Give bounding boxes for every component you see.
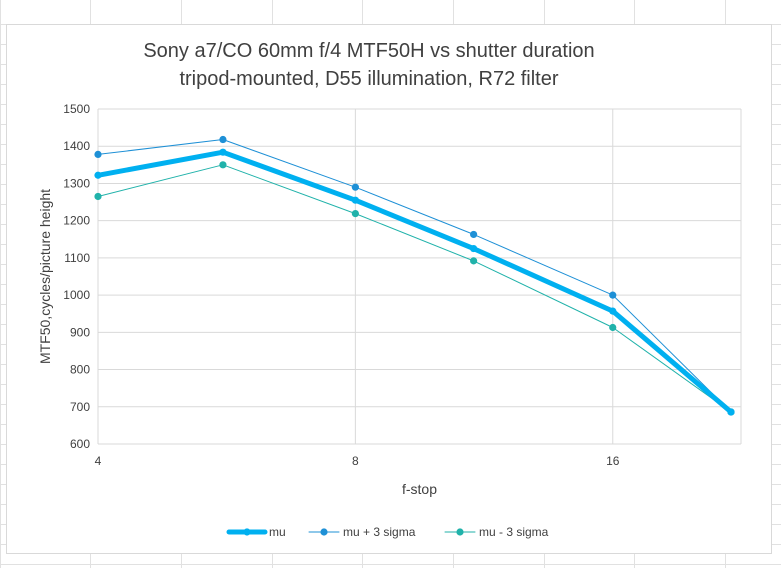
- legend-swatch-marker: [320, 528, 328, 536]
- y-tick-label: 700: [70, 400, 90, 414]
- data-point: [351, 209, 359, 218]
- data-point: [609, 323, 617, 332]
- legend-label: mu + 3 sigma: [343, 525, 416, 539]
- data-point: [351, 183, 359, 191]
- series-line: [95, 149, 734, 415]
- legend-swatch-marker: [456, 528, 464, 536]
- legend-label: mu: [269, 525, 286, 539]
- data-point: [219, 135, 227, 144]
- y-tick-label: 1300: [63, 176, 90, 190]
- data-point: [219, 148, 227, 156]
- legend-swatch-marker: [243, 528, 251, 536]
- x-axis-title: f-stop: [402, 481, 437, 497]
- data-point: [609, 307, 617, 315]
- y-axis-title: MTF50,cycles/picture height: [37, 189, 53, 364]
- chart-title: tripod-mounted, D55 illumination, R72 fi…: [179, 68, 558, 90]
- series-line: [97, 164, 732, 413]
- data-point: [470, 244, 478, 253]
- y-tick-label: 1400: [63, 139, 90, 153]
- x-tick-label: 8: [352, 454, 359, 468]
- y-tick-label: 1200: [63, 214, 90, 228]
- x-tick-label: 4: [95, 454, 102, 468]
- series-line: [97, 139, 732, 413]
- data-point: [727, 408, 735, 416]
- y-tick-label: 1500: [63, 102, 90, 116]
- y-tick-label: 1000: [63, 288, 90, 302]
- chart-area[interactable]: 600 700 800 900 1000 1100 1200 1300 1400 1500 4 8 16…: [6, 24, 772, 554]
- data-point: [470, 257, 478, 265]
- y-tick-label: 600: [70, 437, 90, 451]
- line-chart: 600 700 800 900 1000 1100 1200 1300 1400 1500 4 8 16…: [37, 40, 742, 539]
- legend-label: mu - 3 sigma: [479, 525, 549, 539]
- data-point: [94, 171, 102, 179]
- data-point: [219, 161, 227, 169]
- data-point: [609, 291, 617, 299]
- y-tick-label: 900: [70, 325, 90, 339]
- x-tick-label: 16: [606, 454, 620, 468]
- chart-title: Sony a7/CO 60mm f/4 MTF50H vs shutter du…: [143, 40, 594, 62]
- data-point: [351, 196, 359, 204]
- data-point: [94, 150, 102, 159]
- y-tick-label: 800: [70, 363, 90, 377]
- data-point: [470, 230, 478, 239]
- y-tick-label: 1100: [64, 251, 90, 265]
- data-point: [94, 192, 102, 201]
